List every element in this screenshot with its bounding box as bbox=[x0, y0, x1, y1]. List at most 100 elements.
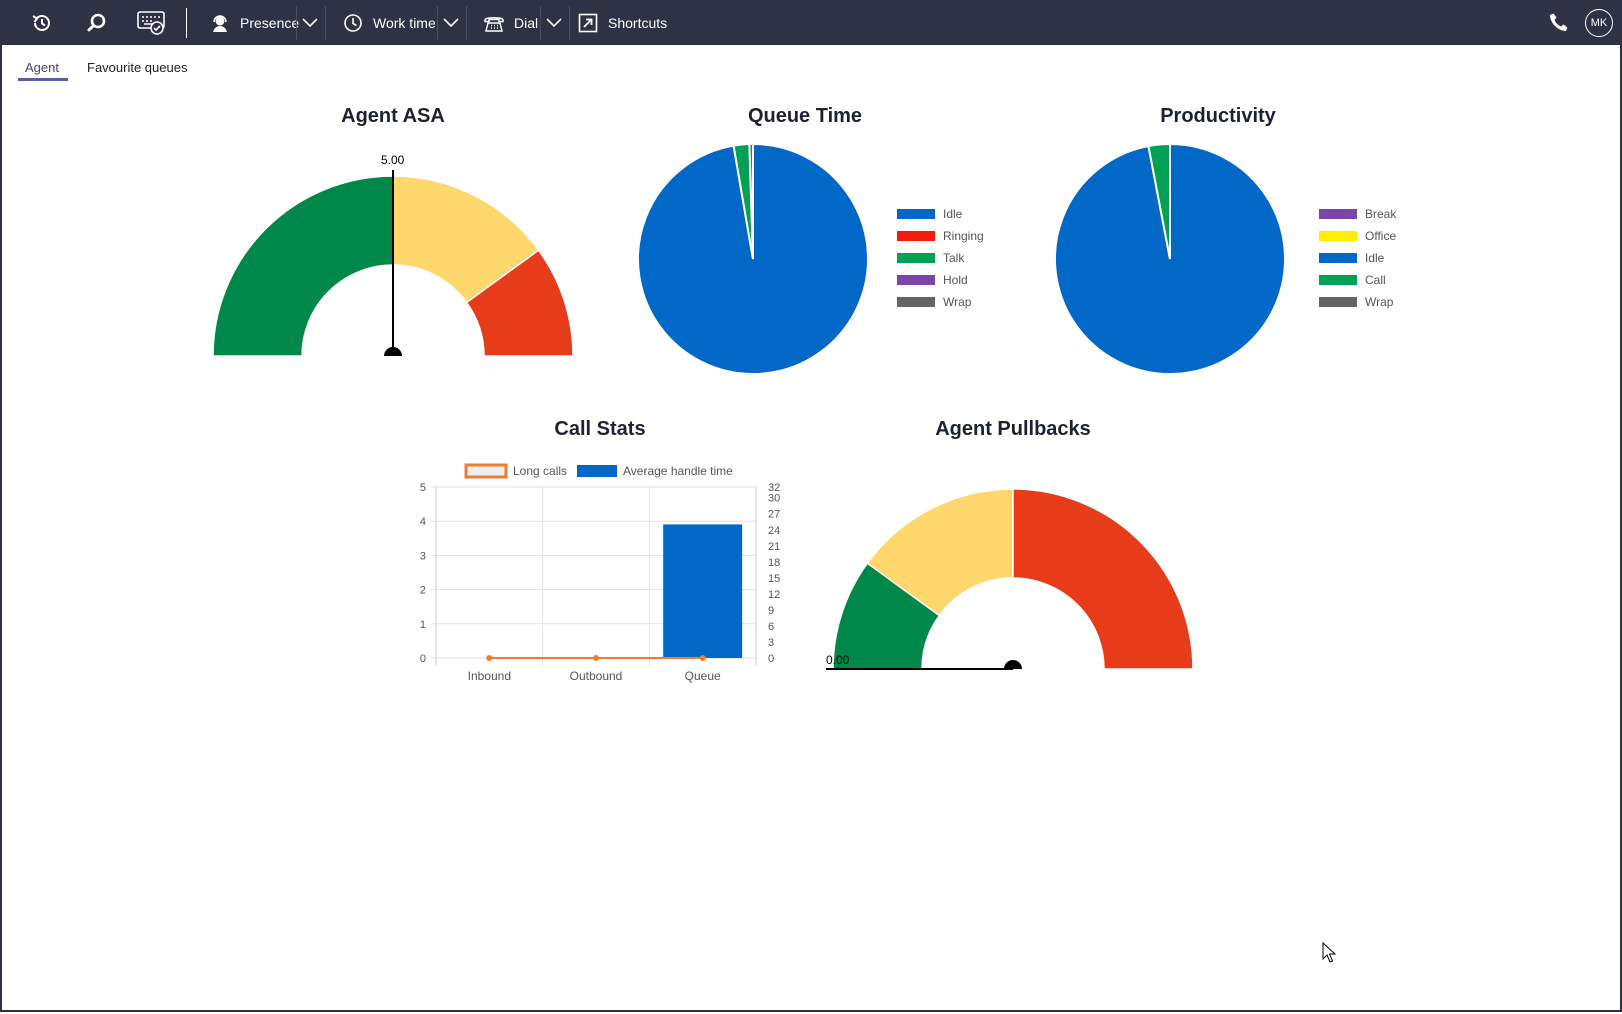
legend-label: Office bbox=[1365, 229, 1397, 243]
y-right-tick-label: 32 bbox=[768, 482, 780, 494]
call-stats-legend: Long calls Average handle time bbox=[464, 463, 733, 479]
point-long-calls-queue[interactable] bbox=[699, 655, 706, 661]
y-right-tick-label: 24 bbox=[768, 525, 780, 537]
presence-dropdown-chevron-down-icon[interactable] bbox=[302, 0, 320, 45]
call-stats-chart: Long calls Average handle time 0 1 2 3 4 5 0 3… bbox=[420, 463, 780, 683]
y-left-tick-label: 2 bbox=[420, 585, 426, 597]
point-long-calls-inbound[interactable] bbox=[486, 655, 493, 661]
x-tick-label: Queue bbox=[685, 669, 721, 683]
work-time-button[interactable]: Work time bbox=[343, 0, 436, 45]
legend-label: Wrap bbox=[1365, 295, 1394, 309]
y-right-tick-label: 30 bbox=[768, 493, 780, 505]
point-long-calls-outbound[interactable] bbox=[593, 655, 599, 661]
y-right-tick-label: 27 bbox=[768, 509, 780, 521]
user-avatar[interactable]: MK bbox=[1585, 0, 1615, 45]
legend-swatch bbox=[1319, 275, 1357, 285]
toolbar-divider bbox=[540, 6, 541, 40]
legend-item-idle[interactable]: Idle bbox=[1319, 251, 1384, 265]
gauge-value-label: 5.00 bbox=[381, 153, 405, 167]
queue-time-title: Queue Time bbox=[747, 105, 863, 127]
legend-label-average-handle-time: Average handle time bbox=[623, 464, 733, 478]
desk-phone-icon bbox=[484, 16, 504, 32]
legend-swatch bbox=[1319, 297, 1357, 307]
legend-item-wrap[interactable]: Wrap bbox=[897, 295, 971, 309]
headset-icon bbox=[213, 14, 227, 32]
toolbar-divider bbox=[466, 6, 467, 40]
shortcuts-label: Shortcuts bbox=[608, 14, 668, 31]
legend-label: Hold bbox=[943, 273, 968, 287]
y-right-tick-label: 6 bbox=[768, 621, 774, 633]
legend-swatch bbox=[897, 297, 935, 307]
mouse-cursor-icon bbox=[1322, 942, 1337, 963]
y-right-tick-label: 18 bbox=[768, 557, 780, 569]
shortcuts-button[interactable]: Shortcuts bbox=[578, 0, 667, 45]
work-time-dropdown-chevron-down-icon[interactable] bbox=[443, 0, 461, 45]
presence-button[interactable]: Presence bbox=[210, 0, 299, 45]
y-right-tick-label: 0 bbox=[768, 653, 774, 665]
legend-item-break[interactable]: Break bbox=[1319, 207, 1396, 221]
x-tick-label: Outbound bbox=[570, 669, 623, 683]
tab-favourite-queues[interactable]: Favourite queues bbox=[87, 60, 188, 75]
toolbar-divider bbox=[437, 6, 438, 40]
y-right-tick-label: 9 bbox=[768, 605, 774, 617]
x-tick-label: Inbound bbox=[468, 669, 511, 683]
gauge-value-label: 0.00 bbox=[826, 653, 850, 667]
y-left-tick-label: 3 bbox=[420, 550, 426, 562]
bar-average-handle-time-queue[interactable] bbox=[663, 524, 743, 658]
legend-item-hold[interactable]: Hold bbox=[897, 273, 968, 287]
y-left-tick-label: 4 bbox=[420, 516, 426, 528]
search-icon[interactable] bbox=[85, 0, 115, 45]
toolbar-divider bbox=[296, 6, 297, 40]
top-toolbar: Presence Work time Dial Shortcuts bbox=[0, 0, 1622, 45]
phone-icon[interactable] bbox=[1547, 0, 1573, 45]
toolbar-divider bbox=[569, 6, 570, 40]
queue-time-pie bbox=[637, 142, 869, 375]
legend-swatch bbox=[897, 253, 935, 263]
gauge-band-red bbox=[1012, 488, 1194, 670]
gauge-band-red bbox=[465, 249, 574, 357]
legend-label: Wrap bbox=[943, 295, 972, 309]
avatar-initials: MK bbox=[1585, 8, 1613, 37]
legend-item-talk[interactable]: Talk bbox=[897, 251, 964, 265]
legend-item-ringing[interactable]: Ringing bbox=[897, 229, 984, 243]
agent-pullbacks-gauge: 0.00 bbox=[826, 488, 1194, 670]
gauge-band-yellow bbox=[392, 175, 540, 304]
legend-swatch-average-handle-time[interactable] bbox=[577, 465, 617, 477]
y-left-tick-label: 1 bbox=[420, 619, 426, 631]
active-tab-indicator bbox=[18, 78, 68, 81]
pie-slice-wrap[interactable] bbox=[748, 142, 754, 260]
call-stats-title: Call Stats bbox=[554, 418, 646, 440]
legend-item-idle[interactable]: Idle bbox=[897, 207, 962, 221]
y-left-tick-label: 5 bbox=[420, 482, 426, 494]
dial-button[interactable]: Dial bbox=[483, 0, 538, 45]
legend-item-call[interactable]: Call bbox=[1319, 273, 1386, 287]
legend-label: Idle bbox=[1365, 251, 1385, 265]
y-right-tick-label: 3 bbox=[768, 637, 774, 649]
agent-asa-title: Agent ASA bbox=[341, 105, 445, 127]
legend-swatch-long-calls[interactable] bbox=[464, 463, 508, 479]
legend-item-wrap[interactable]: Wrap bbox=[1319, 295, 1393, 309]
presence-label: Presence bbox=[240, 14, 300, 31]
legend-swatch bbox=[897, 209, 935, 219]
legend-label: Talk bbox=[943, 251, 965, 265]
legend-label: Call bbox=[1365, 273, 1386, 287]
gauge-needle-hub bbox=[384, 347, 402, 356]
legend-label: Idle bbox=[943, 207, 963, 221]
toolbar-separator bbox=[186, 8, 187, 38]
legend-item-office[interactable]: Office bbox=[1319, 229, 1396, 243]
pie-slice-call[interactable] bbox=[1147, 142, 1171, 260]
productivity-title: Productivity bbox=[1160, 105, 1276, 127]
gauge-band-green bbox=[212, 175, 394, 357]
dial-dropdown-chevron-down-icon[interactable] bbox=[546, 0, 564, 45]
y-left-tick-label: 0 bbox=[420, 653, 426, 665]
history-icon[interactable] bbox=[30, 0, 60, 45]
legend-swatch bbox=[897, 231, 935, 241]
legend-label: Break bbox=[1365, 207, 1397, 221]
keyboard-check-icon[interactable] bbox=[136, 0, 170, 45]
toolbar-divider bbox=[325, 6, 326, 40]
dial-label: Dial bbox=[514, 14, 539, 31]
legend-swatch bbox=[1319, 253, 1357, 263]
legend-swatch bbox=[897, 275, 935, 285]
tab-agent[interactable]: Agent bbox=[25, 60, 59, 75]
